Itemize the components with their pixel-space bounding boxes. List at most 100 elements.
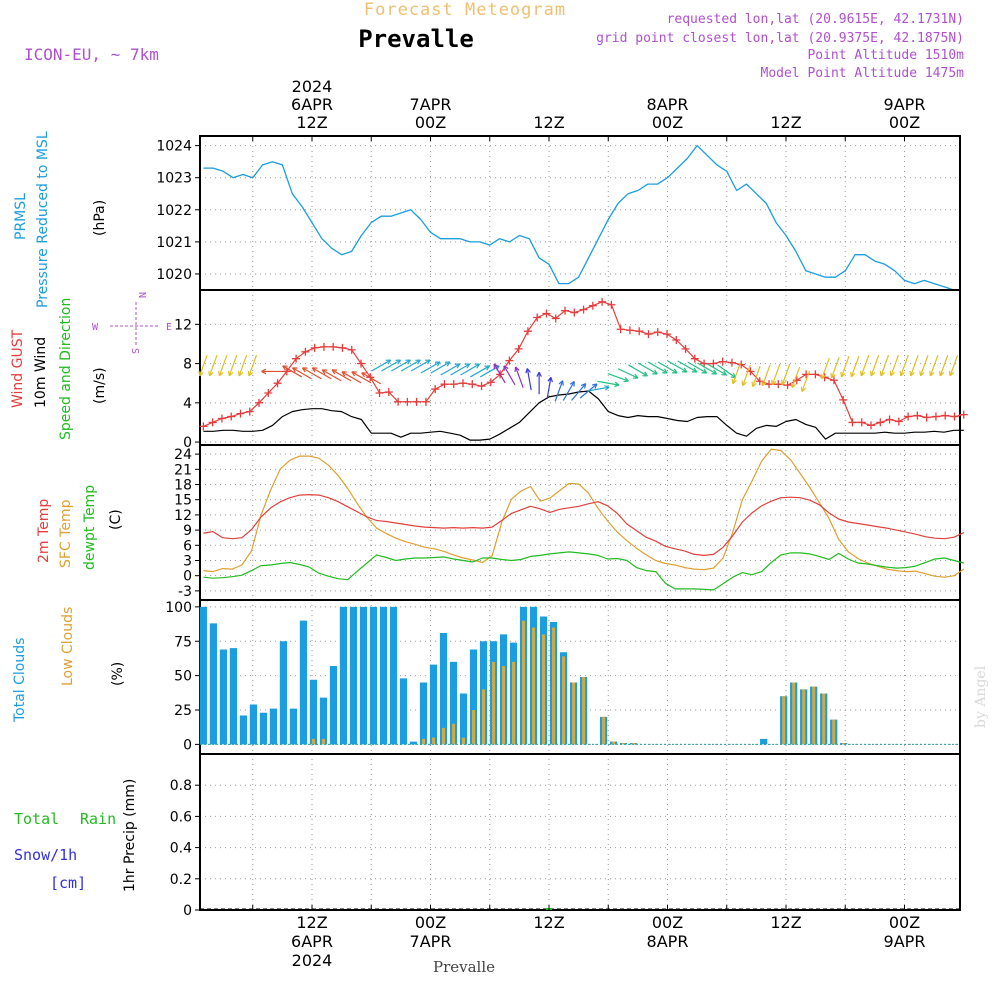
arrow-head <box>681 367 688 373</box>
wind-direction-arrow <box>198 354 208 377</box>
arrow-head <box>415 359 421 365</box>
gust-marker <box>644 330 653 339</box>
total-cloud-bar <box>349 606 358 745</box>
total-cloud-bar <box>319 697 328 745</box>
arrow-head <box>237 370 244 377</box>
gust-marker <box>857 418 866 427</box>
gust-marker <box>523 327 532 336</box>
arrow-head <box>860 370 866 377</box>
arrow-head <box>820 373 826 380</box>
gust-marker <box>625 326 634 335</box>
wind-direction-arrow <box>450 363 471 376</box>
total-cloud-bar <box>279 641 288 745</box>
clouds-unit: (%) <box>110 662 126 686</box>
total-cloud-bar <box>219 649 227 745</box>
arrow-shaft <box>351 371 372 384</box>
wind-direction-arrow <box>554 380 564 402</box>
wind-direction-arrow <box>909 354 919 377</box>
gust-marker <box>217 414 226 423</box>
top-axis-label: 00Z <box>889 113 920 132</box>
arrow-head <box>435 361 441 367</box>
total-cloud-bar <box>449 661 458 745</box>
wind-direction-arrow <box>587 385 610 392</box>
gust-marker <box>505 356 514 365</box>
arrow-head <box>228 370 234 377</box>
arrow-shaft <box>450 363 470 376</box>
y-tick-label: 0 <box>183 737 192 753</box>
y-tick-label: 15 <box>174 493 192 509</box>
arrow-head <box>691 367 698 373</box>
gust-marker <box>848 418 857 427</box>
arrow-shaft <box>410 359 431 372</box>
y-tick-label: 0.2 <box>170 872 192 888</box>
arrow-shaft <box>677 360 698 373</box>
gust-marker <box>598 297 607 306</box>
total-cloud-bar <box>289 708 298 745</box>
gust-marker <box>468 380 477 389</box>
precip-panel: 0 0.2 0.4 0.6 0.8 <box>170 753 961 919</box>
wind-direction-arrow <box>361 372 382 385</box>
arrow-head <box>909 370 915 377</box>
wind-direction-arrow <box>430 361 451 374</box>
temp-unit: (C) <box>108 509 124 530</box>
wind-gust-label: Wind GUST <box>10 329 26 408</box>
arrow-head <box>547 376 553 383</box>
wind-line <box>203 390 964 441</box>
wind-direction-arrow <box>830 356 840 379</box>
y-tick-label: 0.8 <box>170 778 192 794</box>
arrow-shaft <box>199 354 208 377</box>
gust-marker <box>412 397 421 406</box>
total-cloud-bar <box>469 649 478 745</box>
arrow-shaft <box>341 371 362 384</box>
arrow-head <box>351 371 357 377</box>
gust-marker <box>570 308 579 317</box>
total-cloud-bar <box>309 679 318 745</box>
arrow-shaft <box>515 366 524 388</box>
wind-direction-arrow <box>840 355 850 378</box>
wind-direction-arrow <box>460 363 481 376</box>
arrow-shaft <box>238 354 248 377</box>
pressure-line <box>203 144 955 291</box>
low-cloud-bar <box>421 738 425 745</box>
arrow-head <box>385 359 392 365</box>
y-tick-label: 1021 <box>156 235 192 251</box>
gust-marker <box>394 397 403 406</box>
low-cloud-bar <box>311 738 315 745</box>
gust-marker <box>681 344 690 353</box>
low-cloud-bar <box>602 716 606 745</box>
bottom-axis-label: 12Z <box>533 913 564 932</box>
arrow-shaft <box>302 367 322 380</box>
gust-marker <box>514 344 523 353</box>
bottom-axis-label: 7APR <box>410 932 452 951</box>
gust-marker <box>579 305 588 314</box>
arrow-shaft <box>870 354 880 377</box>
y-tick-label: 18 <box>174 478 192 494</box>
arrow-shaft <box>430 361 451 374</box>
arrow-head <box>652 369 658 375</box>
bottom-axis-label: 8APR <box>647 932 689 951</box>
wind-direction-arrow <box>607 372 629 383</box>
wind-direction-arrow <box>731 362 741 385</box>
arrow-head <box>569 381 575 387</box>
bottom-axis-label: 6APR <box>291 932 333 951</box>
arrow-head <box>525 368 531 374</box>
wind-direction-arrow <box>218 354 228 377</box>
arrow-head <box>830 372 836 379</box>
gust-marker <box>616 325 625 334</box>
arrow-head <box>503 365 509 371</box>
low-cloud-bar <box>542 634 546 745</box>
total-cloud-bar <box>369 606 378 745</box>
wind-direction-arrow <box>667 360 688 373</box>
gust-marker <box>310 343 319 352</box>
wind-direction-arrow <box>536 371 542 395</box>
wind-direction-arrow <box>781 363 791 386</box>
gust-marker <box>718 357 727 366</box>
total-cloud-bar <box>209 623 217 745</box>
gust-marker <box>199 422 208 431</box>
wind-direction-arrow <box>228 354 238 377</box>
arrow-head <box>261 368 267 375</box>
arrow-shaft <box>637 362 658 375</box>
temp-sfc-label: SFC Temp <box>58 499 74 568</box>
arrow-head <box>850 371 856 378</box>
y-tick-label: 1024 <box>156 139 192 155</box>
